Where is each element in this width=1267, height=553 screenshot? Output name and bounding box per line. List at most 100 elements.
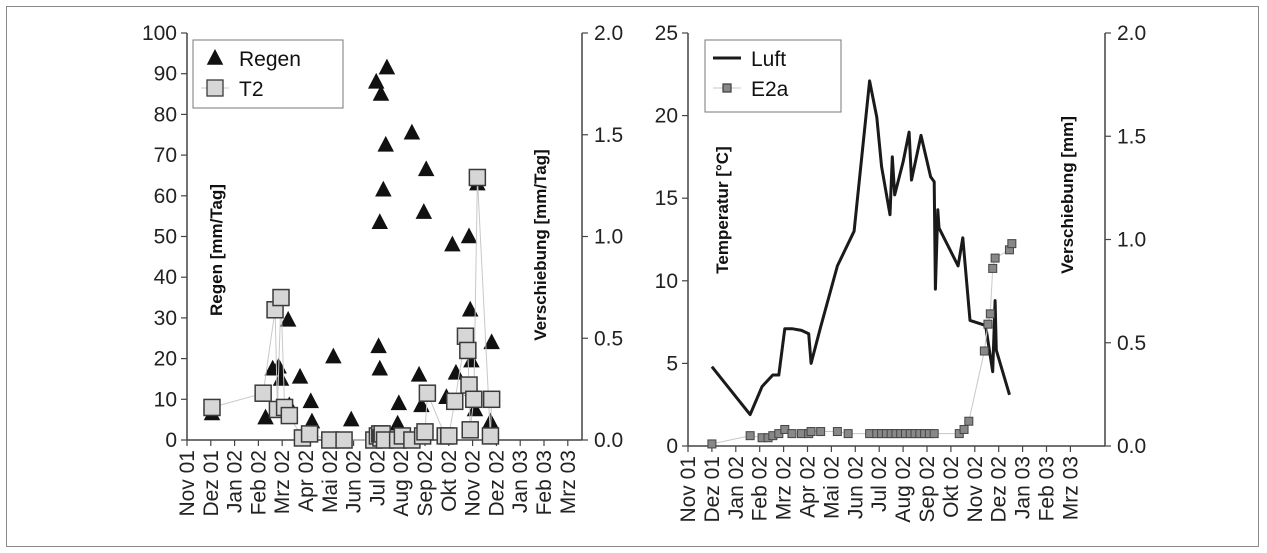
chart1-point-T2	[418, 384, 437, 402]
chart1-point-Regen	[390, 394, 408, 411]
chart1-xtick-label: Apr 02	[295, 450, 318, 512]
chart2-point-E2a	[1007, 239, 1017, 249]
chart1-point-T2	[254, 384, 272, 402]
chart2-ytick-left-label: 10	[655, 270, 678, 293]
chart1-point-Regen	[415, 203, 433, 219]
chart2-ytick-left-label: 15	[655, 187, 678, 210]
chart1-point-Regen	[325, 347, 342, 364]
chart1-xtick-label: Feb 03	[533, 450, 556, 515]
chart2-xtick-label: Okt 02	[940, 456, 963, 518]
chart2-xtick-label: Jan 02	[725, 456, 748, 519]
chart2-series-Luft-line	[710, 79, 1011, 417]
chart2-ytick-left-label: 25	[655, 22, 678, 45]
chart2-xtick-label: Jan 03	[1012, 456, 1035, 519]
chart1-point-T2	[461, 421, 479, 439]
chart1-ytick-left-label: 100	[142, 22, 177, 45]
chart2-ytick-right-label: 0.5	[1117, 332, 1146, 355]
chart1-point-T2	[481, 427, 500, 445]
chart1-point-Regen	[483, 333, 500, 350]
chart1-xtick-label: Mrz 03	[557, 450, 580, 514]
chart1-point-T2	[482, 390, 501, 409]
chart1-point-Regen	[410, 365, 428, 382]
chart1-point-Regen	[417, 160, 435, 177]
chart2-xtick-label: Aug 02	[892, 456, 915, 523]
chart1-ytick-left-label: 50	[154, 226, 177, 249]
chart2-legend-label-E2a: E2a	[751, 78, 789, 101]
chart1-point-Regen	[389, 414, 406, 431]
chart1-xtick-label: Jan 03	[509, 450, 532, 513]
chart1-ytick-right-label: 0.5	[594, 327, 623, 350]
chart2-point-E2a	[990, 253, 1000, 263]
chart1-point-Regen	[461, 300, 479, 317]
chart2-point-E2a	[983, 319, 993, 329]
chart1-point-T2	[465, 390, 483, 409]
chart1-legend-label-T2: T2	[239, 78, 264, 101]
chart2-point-E2a	[787, 429, 797, 439]
chart2-point-E2a	[959, 424, 969, 434]
chart2-point-E2a	[964, 416, 974, 426]
chart1-point-Regen	[444, 235, 461, 252]
chart1-xtick-label: Nov 02	[462, 450, 485, 517]
chart2-xtick-label: Nov 01	[677, 456, 700, 523]
chart1-y-left-title: Regen [mm/Tag]	[207, 184, 226, 316]
chart1-xtick-label: Aug 02	[390, 450, 413, 517]
chart2-point-E2a	[806, 427, 816, 437]
chart2-point-E2a	[988, 263, 998, 273]
chart2-xtick-label: Dez 01	[701, 456, 724, 523]
chart2-ytick-right-label: 1.0	[1117, 229, 1146, 252]
chart1-ytick-left-label: 40	[154, 266, 177, 289]
chart1-ytick-left-label: 10	[154, 388, 177, 411]
chart1-legend-box	[192, 39, 344, 109]
chart1-ytick-right-label: 0.0	[594, 429, 623, 452]
chart1-point-Regen	[447, 363, 465, 380]
chart1-y-right-title: Verschiebung [mm/Tag]	[531, 149, 550, 340]
chart1-point-T2	[459, 341, 477, 360]
chart2-legend-label-Luft: Luft	[751, 48, 786, 71]
chart2-y-right-title: Verschiebung [mm]	[1058, 116, 1077, 274]
chart1-point-T2	[203, 398, 221, 417]
chart2-legend-box	[704, 39, 842, 113]
chart1-xtick-label: Mai 02	[319, 450, 342, 513]
chart1-point-Regen	[377, 135, 394, 152]
chart2-ytick-right-label: 0.0	[1117, 435, 1146, 458]
chart1-xtick-label: Sep 02	[414, 450, 437, 517]
chart1-ytick-left-label: 0	[165, 429, 177, 452]
chart1-ytick-left-label: 60	[154, 185, 177, 208]
chart1-xtick-label: Okt 02	[438, 450, 461, 512]
chart2-xtick-label: Jun 02	[844, 456, 867, 519]
chart2-xtick-label: Mai 02	[820, 456, 843, 519]
chart2-point-E2a	[985, 309, 995, 319]
chart1-ytick-left-label: 80	[154, 103, 177, 126]
chart1-point-Regen	[367, 72, 385, 89]
chart1-legend-swatch-T2	[206, 79, 224, 97]
chart2-point-E2a	[832, 427, 842, 437]
chart2-xtick-label: Mrz 03	[1059, 456, 1082, 520]
chart2-xtick-label: Sep 02	[916, 456, 939, 523]
chart1-point-T2	[446, 392, 464, 411]
chart2-point-E2a	[979, 346, 989, 356]
chart2-xtick-label: Feb 02	[749, 456, 772, 521]
chart2-ytick-left-label: 20	[655, 105, 678, 128]
chart1-point-Regen	[466, 400, 484, 417]
chart1-xtick-label: Nov 01	[176, 450, 199, 517]
chart1-point-Regen	[291, 367, 309, 384]
chart1-legend-label-Regen: Regen	[239, 48, 301, 71]
chart1-xtick-label: Jun 02	[343, 450, 366, 513]
chart1-point-Regen	[303, 412, 321, 429]
chart1-point-T2	[335, 431, 353, 449]
chart2-point-E2a	[745, 431, 755, 441]
chart1-xtick-label: Dez 02	[485, 450, 508, 517]
chart1-xtick-label: Jan 02	[224, 450, 247, 513]
chart1-point-T2	[300, 425, 319, 443]
chart2-point-E2a	[929, 429, 939, 439]
chart2-point-E2a	[816, 427, 826, 437]
chart2-xtick-label: Apr 02	[797, 456, 820, 518]
chart2-y-left-title: Temperatur [°C]	[713, 146, 732, 273]
chart1-point-T2	[440, 427, 458, 445]
chart1-point-T2	[416, 423, 434, 441]
chart2-legend-swatch-E2a	[722, 83, 732, 93]
chart2-point-E2a	[707, 439, 717, 449]
chart1-ytick-left-label: 20	[154, 348, 177, 371]
chart2-xtick-label: Nov 02	[964, 456, 987, 523]
chart1-point-Regen	[378, 58, 396, 75]
